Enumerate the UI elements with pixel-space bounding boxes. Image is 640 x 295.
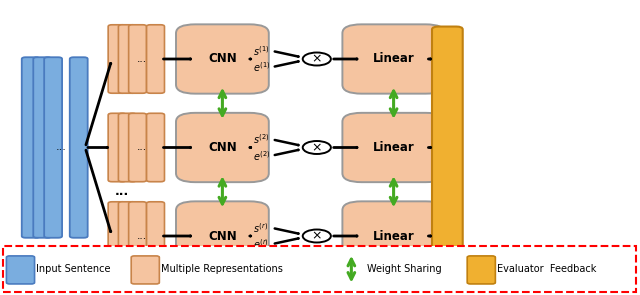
Text: $\times$: $\times$ [312, 141, 322, 154]
Text: Linear: Linear [372, 230, 415, 242]
FancyBboxPatch shape [147, 113, 164, 182]
Ellipse shape [303, 53, 331, 65]
Text: ...: ... [137, 231, 147, 241]
FancyBboxPatch shape [6, 256, 35, 284]
Text: $s^{(1)}$: $s^{(1)}$ [253, 44, 269, 58]
Text: $e^{(1)}$: $e^{(1)}$ [253, 60, 270, 74]
FancyBboxPatch shape [3, 246, 636, 292]
FancyBboxPatch shape [342, 24, 445, 94]
Text: CNN: CNN [208, 230, 237, 242]
Ellipse shape [303, 141, 331, 154]
Text: $\times$: $\times$ [312, 53, 322, 65]
FancyBboxPatch shape [342, 113, 445, 182]
Text: Linear: Linear [372, 53, 415, 65]
FancyBboxPatch shape [147, 202, 164, 270]
Text: Input Sentence: Input Sentence [36, 264, 111, 274]
FancyBboxPatch shape [467, 256, 495, 284]
Text: $s^{(2)}$: $s^{(2)}$ [253, 132, 269, 146]
FancyBboxPatch shape [432, 27, 463, 268]
FancyBboxPatch shape [176, 113, 269, 182]
FancyBboxPatch shape [342, 201, 445, 271]
FancyBboxPatch shape [108, 202, 126, 270]
FancyBboxPatch shape [129, 113, 147, 182]
Text: ...: ... [56, 142, 67, 153]
FancyBboxPatch shape [108, 113, 126, 182]
Text: $e^{(2)}$: $e^{(2)}$ [253, 149, 270, 163]
FancyBboxPatch shape [131, 256, 159, 284]
Text: Multiple Representations: Multiple Representations [161, 264, 283, 274]
Text: CNN: CNN [208, 53, 237, 65]
FancyBboxPatch shape [70, 57, 88, 238]
Text: Linear: Linear [372, 141, 415, 154]
Text: Weight Sharing: Weight Sharing [367, 264, 442, 274]
Text: $\times$: $\times$ [312, 230, 322, 242]
FancyBboxPatch shape [129, 25, 147, 93]
FancyBboxPatch shape [176, 201, 269, 271]
Text: CNN: CNN [208, 141, 237, 154]
Ellipse shape [303, 230, 331, 242]
Text: Evaluator  Feedback: Evaluator Feedback [497, 264, 596, 274]
FancyBboxPatch shape [147, 25, 164, 93]
FancyBboxPatch shape [118, 25, 136, 93]
FancyBboxPatch shape [22, 57, 40, 238]
Text: ...: ... [137, 54, 147, 64]
FancyBboxPatch shape [176, 24, 269, 94]
Text: $e^{(r)}$: $e^{(r)}$ [253, 237, 269, 251]
Text: ...: ... [115, 185, 129, 198]
FancyBboxPatch shape [108, 25, 126, 93]
Text: ...: ... [137, 142, 147, 153]
FancyBboxPatch shape [118, 113, 136, 182]
FancyBboxPatch shape [44, 57, 62, 238]
FancyBboxPatch shape [33, 57, 51, 238]
Text: $s^{(r)}$: $s^{(r)}$ [253, 221, 268, 235]
FancyBboxPatch shape [129, 202, 147, 270]
FancyBboxPatch shape [118, 202, 136, 270]
